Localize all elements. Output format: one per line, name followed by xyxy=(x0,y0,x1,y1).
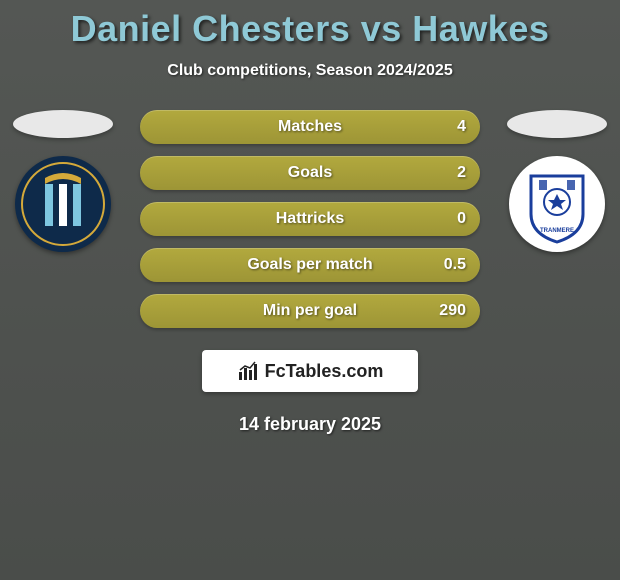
brand-watermark: FcTables.com xyxy=(202,350,418,392)
stat-label: Matches xyxy=(278,118,342,136)
stat-label: Goals per match xyxy=(247,256,372,274)
stat-row-hattricks: Hattricks 0 xyxy=(140,202,480,236)
stat-row-min-per-goal: Min per goal 290 xyxy=(140,294,480,328)
brand-text: FcTables.com xyxy=(265,361,384,382)
stat-label: Hattricks xyxy=(276,210,344,228)
stat-row-matches: Matches 4 xyxy=(140,110,480,144)
stat-value-right: 290 xyxy=(439,302,466,320)
left-club-badge xyxy=(15,156,111,252)
stats-list: Matches 4 Goals 2 Hattricks 0 Goals per … xyxy=(140,110,480,328)
right-club-badge: TRANMERE xyxy=(509,156,605,252)
left-player-avatar-placeholder xyxy=(13,110,113,138)
colchester-badge-icon xyxy=(15,156,111,252)
stat-label: Goals xyxy=(288,164,332,182)
right-player-avatar-placeholder xyxy=(507,110,607,138)
stat-label: Min per goal xyxy=(263,302,357,320)
stat-value-right: 0 xyxy=(457,210,466,228)
stat-value-right: 0.5 xyxy=(444,256,466,274)
chart-icon xyxy=(237,360,259,382)
stat-row-goals: Goals 2 xyxy=(140,156,480,190)
left-player-column xyxy=(8,110,118,252)
stat-row-goals-per-match: Goals per match 0.5 xyxy=(140,248,480,282)
stat-value-right: 2 xyxy=(457,164,466,182)
tranmere-badge-icon: TRANMERE xyxy=(509,156,605,252)
page-title: Daniel Chesters vs Hawkes xyxy=(0,0,620,50)
svg-text:TRANMERE: TRANMERE xyxy=(540,228,574,234)
comparison-content: TRANMERE Matches 4 Goals 2 Hattricks 0 G… xyxy=(0,110,620,435)
right-player-column: TRANMERE xyxy=(502,110,612,252)
generated-date: 14 february 2025 xyxy=(0,414,620,435)
page-subtitle: Club competitions, Season 2024/2025 xyxy=(0,62,620,80)
stat-value-right: 4 xyxy=(457,118,466,136)
